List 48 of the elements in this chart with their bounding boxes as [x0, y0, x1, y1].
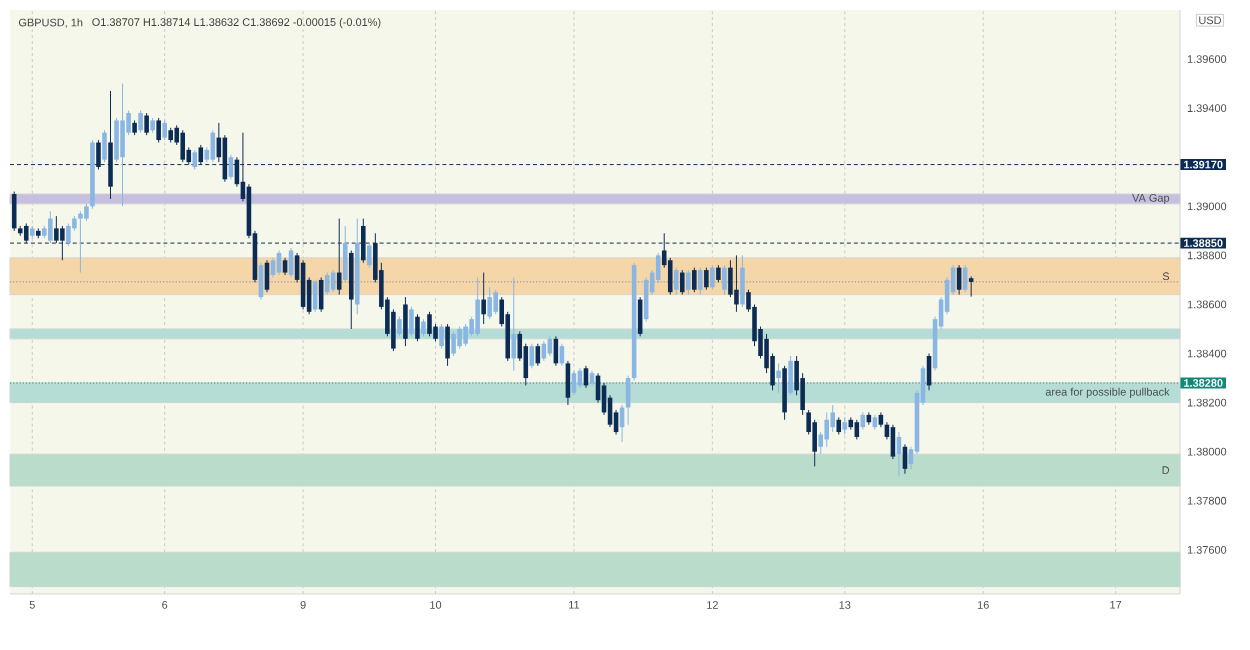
candlestick	[120, 83, 125, 207]
candlestick	[673, 267, 679, 296]
candlestick	[415, 313, 420, 342]
candlestick	[487, 286, 492, 320]
candlestick	[367, 242, 372, 269]
candlestick	[102, 129, 107, 163]
candlestick	[740, 254, 745, 308]
candlestick	[734, 254, 739, 313]
candlestick	[788, 355, 793, 396]
candlestick	[451, 330, 456, 357]
candlestick	[342, 225, 348, 283]
candlestick	[156, 117, 161, 143]
candlestick	[824, 411, 830, 448]
candlestick	[409, 306, 414, 337]
candlestick	[48, 210, 53, 244]
candlestick	[698, 267, 703, 296]
candlestick	[679, 269, 685, 296]
candlestick	[180, 129, 186, 163]
candlestick	[270, 257, 276, 278]
candlestick	[547, 335, 553, 357]
candlestick	[439, 323, 444, 350]
candlestick	[457, 326, 462, 350]
candlestick	[776, 362, 781, 394]
candlestick	[78, 210, 83, 274]
candlestick	[481, 272, 486, 325]
candlestick	[475, 276, 480, 337]
candlestick	[493, 289, 498, 315]
candlestick	[968, 275, 974, 298]
candlestick	[686, 269, 691, 296]
candlestick	[11, 191, 17, 232]
candlestick	[692, 267, 697, 293]
candlestick	[427, 311, 432, 337]
candlestick	[192, 149, 198, 170]
candlestick	[854, 419, 860, 440]
candlestick	[782, 365, 787, 421]
candlestick	[722, 264, 727, 296]
candlestick	[138, 110, 143, 134]
candlestick	[144, 112, 149, 136]
candlestick	[403, 296, 408, 347]
candlestick	[162, 119, 167, 141]
candlestick	[397, 316, 402, 337]
candlestick	[445, 323, 450, 367]
candlestick	[511, 276, 517, 372]
candlestick	[348, 249, 354, 330]
candlestick	[66, 222, 71, 247]
candlestick	[463, 323, 468, 347]
candlestick	[710, 264, 715, 291]
candlestick	[704, 267, 709, 291]
